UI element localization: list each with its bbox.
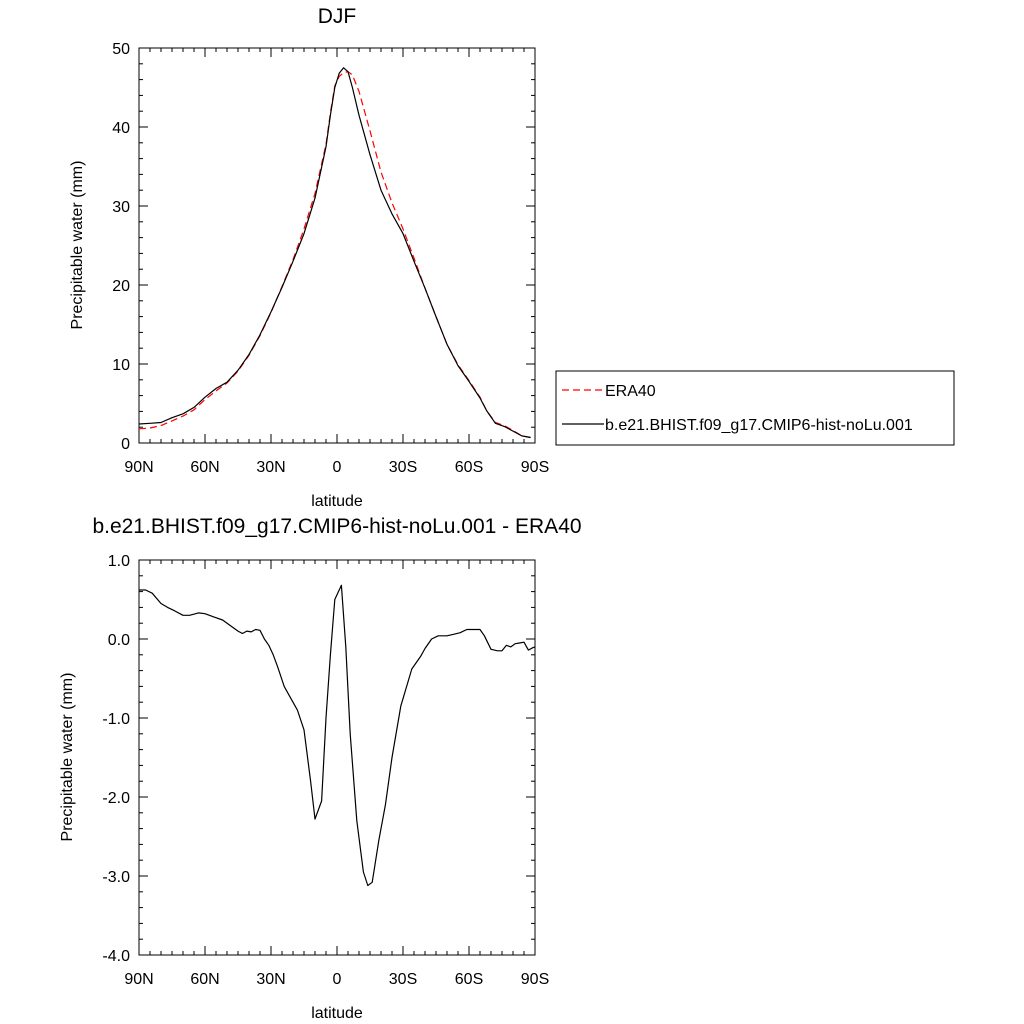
top-x-tick-label: 90N: [124, 459, 153, 476]
bottom-chart-title: b.e21.BHIST.f09_g17.CMIP6-hist-noLu.001 …: [92, 515, 581, 538]
top-x-tick-label: 30S: [389, 459, 417, 476]
legend-box: [555, 370, 955, 446]
top-y-tick-label: 10: [112, 357, 130, 374]
bottom-plot-frame: [138, 559, 536, 956]
bottom-x-tick-label: 60S: [455, 971, 483, 988]
top-series-line-1: [138, 71, 531, 439]
top-y-tick-label: 50: [112, 41, 130, 58]
bottom-y-tick-label: -3.0: [102, 869, 130, 886]
top-plot-area: 90N 60N 30N 0 30S 60S 90S 0 10 20 30 40 50: [112, 41, 549, 476]
top-chart-title: DJF: [318, 5, 357, 28]
top-y-tick-label: 40: [112, 120, 130, 137]
bottom-x-tick-label: 90S: [521, 971, 549, 988]
bottom-x-tick-label: 60N: [190, 971, 219, 988]
top-plot-frame: [138, 47, 536, 444]
bottom-y-tick-label: -4.0: [102, 948, 130, 965]
top-y-axis-label: Precipitable water (mm): [69, 161, 86, 330]
bottom-series-line-1: [139, 584, 536, 887]
top-x-tick-label: 0: [333, 459, 342, 476]
top-y-tick-label: 0: [121, 436, 130, 453]
legend: ERA40 b.e21.BHIST.f09_g17.CMIP6-hist-noL…: [555, 370, 955, 446]
bottom-y-tick-label: -1.0: [102, 711, 130, 728]
top-x-tick-label: 60S: [455, 459, 483, 476]
bottom-y-tick-label: -2.0: [102, 790, 130, 807]
top-x-tick-label: 90S: [521, 459, 549, 476]
top-y-tick-label: 30: [112, 199, 130, 216]
bottom-x-axis-label: latitude: [311, 1005, 363, 1022]
bottom-x-tick-label: 0: [333, 971, 342, 988]
bottom-x-tick-label: 30S: [389, 971, 417, 988]
bottom-x-tick-label: 30N: [256, 971, 285, 988]
top-x-axis-label: latitude: [311, 493, 363, 510]
bottom-y-tick-label: 0.0: [108, 632, 130, 649]
legend-model-label: b.e21.BHIST.f09_g17.CMIP6-hist-noLu.001: [605, 417, 913, 434]
top-x-tick-label: 30N: [256, 459, 285, 476]
bottom-y-axis-label: Precipitable water (mm): [59, 673, 76, 842]
bottom-plot-area: 90N 60N 30N 0 30S 60S 90S -4.0 -3.0 -2.0 -1.0 0.0 1.…: [102, 553, 549, 988]
bottom-y-tick-label: 1.0: [108, 553, 130, 570]
legend-era40-label: ERA40: [605, 383, 656, 400]
top-x-tick-label: 60N: [190, 459, 219, 476]
bottom-x-tick-label: 90N: [124, 971, 153, 988]
top-series-line-2: [138, 67, 531, 439]
top-y-tick-label: 20: [112, 278, 130, 295]
